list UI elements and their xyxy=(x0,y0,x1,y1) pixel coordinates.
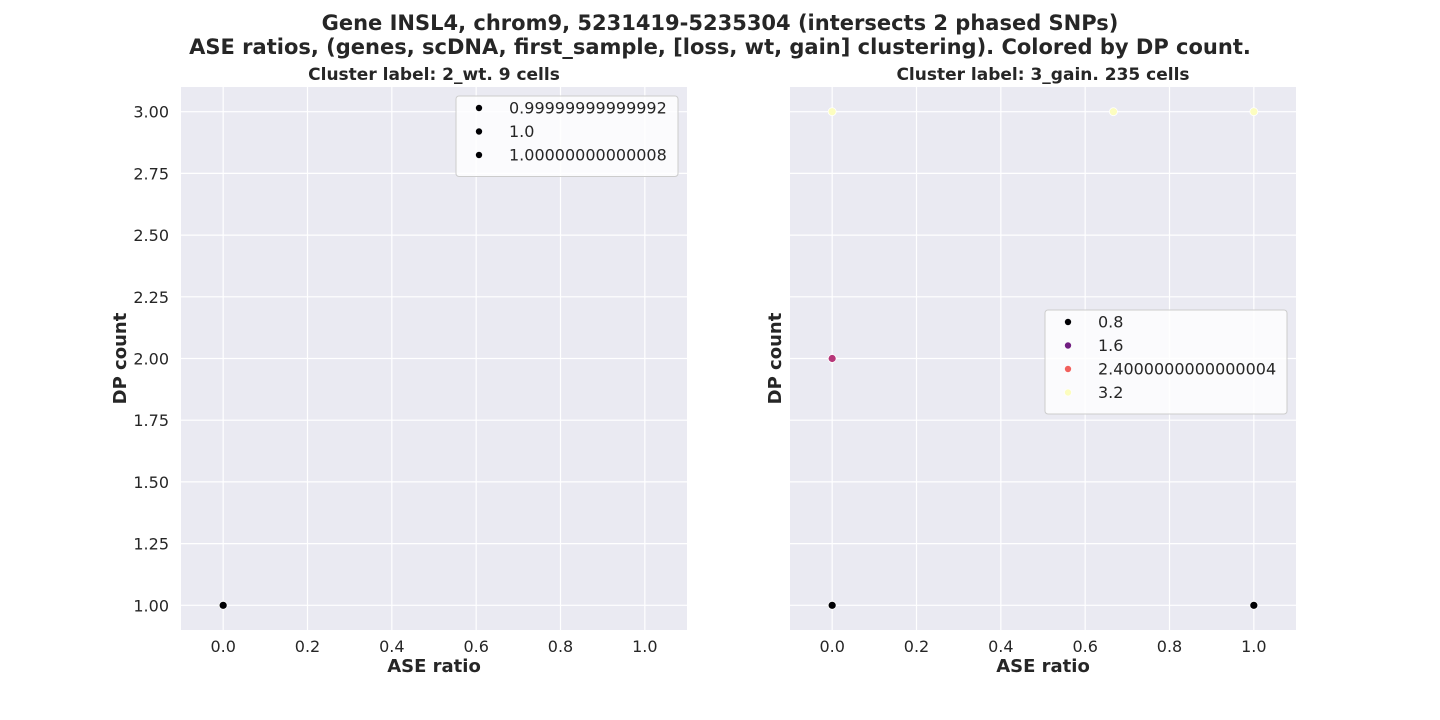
y-tick-label: 2.00 xyxy=(133,350,169,369)
y-axis-label: DP count xyxy=(765,312,786,404)
legend-marker xyxy=(475,151,483,159)
data-point xyxy=(218,600,228,610)
x-tick-label: 0.6 xyxy=(1072,637,1097,656)
x-tick-label: 0.8 xyxy=(548,637,573,656)
legend-box xyxy=(1044,309,1288,415)
y-tick-label: 2.25 xyxy=(133,288,169,307)
legend: 0.8 1.6 2.4000000000000004 3.2 xyxy=(1044,309,1288,415)
figure-title-line2: ASE ratios, (genes, scDNA, first_sample,… xyxy=(189,35,1251,59)
x-tick-label: 1.0 xyxy=(632,637,657,656)
data-point xyxy=(827,107,837,117)
legend-label: 0.99999999999992 xyxy=(509,99,667,118)
y-tick-label: 1.75 xyxy=(133,411,169,430)
panel-title: Cluster label: 2_wt. 9 cells xyxy=(308,65,560,85)
x-tick-label: 0.4 xyxy=(379,637,404,656)
data-point xyxy=(1249,600,1259,610)
legend-box xyxy=(455,95,679,177)
legend-label: 1.00000000000008 xyxy=(509,146,667,165)
legend-marker xyxy=(1064,341,1072,350)
y-tick-label: 1.50 xyxy=(133,473,169,492)
x-tick-label: 0.6 xyxy=(463,637,488,656)
legend-label: 2.4000000000000004 xyxy=(1098,360,1276,379)
y-tick-label: 1.25 xyxy=(133,535,169,554)
y-tick-label: 2.50 xyxy=(133,226,169,245)
x-tick-label: 0.0 xyxy=(819,637,844,656)
legend-marker xyxy=(475,104,483,112)
x-tick-label: 0.0 xyxy=(210,637,235,656)
left-panel: Cluster label: 2_wt. 9 cells 0.0 0.2 0.4 0.6… xyxy=(110,65,687,677)
x-axis-label: ASE ratio xyxy=(387,656,481,677)
legend-marker xyxy=(1064,365,1072,373)
x-tick-label: 0.2 xyxy=(904,637,929,656)
data-point xyxy=(827,600,837,610)
data-point xyxy=(1249,107,1259,117)
x-tick-label: 0.4 xyxy=(988,637,1013,656)
y-axis-label: DP count xyxy=(110,312,131,404)
legend-label: 1.6 xyxy=(1098,336,1123,355)
legend-label: 0.8 xyxy=(1098,313,1123,332)
data-point xyxy=(827,354,837,363)
figure-title-line1: Gene INSL4, chrom9, 5231419-5235304 (int… xyxy=(322,11,1119,35)
legend-marker xyxy=(1064,318,1072,326)
x-tick-label: 0.2 xyxy=(295,637,320,656)
legend-marker xyxy=(1064,388,1072,397)
y-tick-label: 2.75 xyxy=(133,164,169,183)
panel-title: Cluster label: 3_gain. 235 cells xyxy=(896,65,1189,85)
x-axis-label: ASE ratio xyxy=(996,656,1090,677)
y-tick-label: 1.00 xyxy=(133,596,169,615)
legend: 0.99999999999992 1.0 1.00000000000008 xyxy=(455,95,679,177)
y-tick-label: 3.00 xyxy=(133,103,169,122)
x-tick-label: 0.8 xyxy=(1157,637,1182,656)
legend-marker xyxy=(475,127,483,136)
data-point xyxy=(1109,107,1118,117)
x-tick-label: 1.0 xyxy=(1241,637,1266,656)
right-panel: Cluster label: 3_gain. 235 cells 0.0 0.2 0.… xyxy=(765,65,1296,677)
legend-label: 3.2 xyxy=(1098,383,1123,402)
legend-label: 1.0 xyxy=(509,122,534,141)
